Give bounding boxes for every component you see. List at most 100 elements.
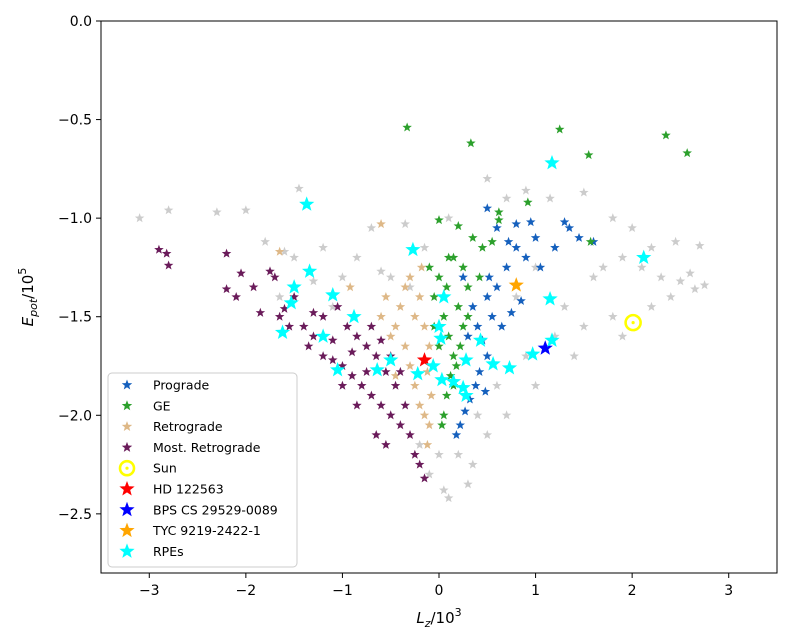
prograde-point bbox=[480, 386, 491, 396]
legend-item-sun: Sun bbox=[118, 459, 177, 477]
background-point bbox=[337, 272, 348, 282]
legend-item-tyc-9219-2422-1: TYC 9219-2422-1 bbox=[119, 522, 261, 538]
ge-point bbox=[468, 232, 478, 242]
retrograde-point bbox=[422, 366, 433, 376]
y-tick-label: −1.0 bbox=[58, 211, 92, 227]
most-retrograde-point bbox=[405, 430, 415, 440]
prograde-point bbox=[503, 236, 514, 246]
background-point bbox=[530, 380, 541, 390]
most-retrograde-point bbox=[328, 355, 338, 365]
rpes-point bbox=[405, 241, 421, 257]
background-point bbox=[550, 331, 560, 341]
background-point bbox=[439, 485, 449, 495]
legend-label: HD 122563 bbox=[153, 482, 224, 497]
background-point bbox=[260, 236, 270, 246]
background-point bbox=[608, 213, 618, 223]
background-point bbox=[617, 331, 628, 341]
retrograde-point bbox=[345, 282, 355, 292]
background-point bbox=[366, 223, 377, 233]
legend-label: BPS CS 29529-0089 bbox=[153, 502, 278, 517]
series-sun bbox=[624, 313, 642, 332]
background-point bbox=[443, 213, 454, 223]
rpes-point bbox=[445, 373, 462, 389]
prograde-point bbox=[492, 223, 502, 233]
ge-point bbox=[463, 282, 473, 292]
background-point bbox=[308, 276, 319, 286]
rpes-point bbox=[283, 294, 299, 310]
background-point bbox=[492, 380, 502, 390]
prograde-point bbox=[525, 217, 536, 227]
most-retrograde-point bbox=[274, 311, 285, 321]
background-point bbox=[289, 252, 299, 262]
most-retrograde-point bbox=[347, 347, 357, 357]
ge-point bbox=[439, 410, 449, 420]
prograde-point bbox=[574, 232, 584, 242]
legend-marker bbox=[121, 421, 133, 432]
legend-marker bbox=[119, 501, 135, 517]
series-most-retrograde bbox=[154, 244, 430, 483]
background-point bbox=[385, 272, 396, 282]
legend-item-rpes: RPEs bbox=[119, 543, 184, 559]
ge-point bbox=[523, 197, 533, 207]
prograde-point bbox=[468, 301, 478, 311]
series-tyc-9219-2422-1 bbox=[508, 277, 524, 292]
legend-label: Sun bbox=[153, 461, 177, 476]
most-retrograde-point bbox=[265, 266, 275, 276]
rpes-point bbox=[315, 328, 331, 343]
ge-point bbox=[487, 236, 497, 246]
ge-point bbox=[402, 122, 412, 132]
most-retrograde-point bbox=[163, 260, 174, 270]
ge-point bbox=[448, 351, 459, 361]
prograde-point bbox=[472, 321, 483, 331]
rpes-point bbox=[369, 361, 385, 377]
most-retrograde-point bbox=[318, 311, 328, 321]
rpes-point bbox=[501, 359, 518, 375]
legend-marker bbox=[119, 543, 135, 558]
prograde-point bbox=[511, 219, 522, 229]
rpes-point bbox=[472, 332, 489, 347]
retrograde-point bbox=[381, 292, 391, 302]
ge-point bbox=[424, 262, 435, 272]
ge-point bbox=[437, 420, 447, 430]
most-retrograde-point bbox=[361, 341, 372, 351]
rpes-point bbox=[425, 358, 441, 373]
prograde-point bbox=[506, 307, 517, 317]
rpes-point bbox=[383, 352, 399, 367]
highlighted-stars bbox=[274, 154, 652, 403]
prograde-point bbox=[492, 282, 502, 292]
most-retrograde-point bbox=[289, 292, 299, 302]
tyc-9219-2422-1-point bbox=[508, 277, 524, 292]
legend-marker bbox=[121, 441, 133, 452]
rpes-point bbox=[410, 365, 426, 381]
rpes-point bbox=[544, 332, 560, 347]
y-tick-label: −2.0 bbox=[58, 408, 92, 424]
x-tick-label: 2 bbox=[628, 583, 637, 599]
ge-point bbox=[494, 215, 504, 225]
rpes-point bbox=[346, 308, 362, 324]
ge-point bbox=[441, 282, 452, 292]
background-point bbox=[690, 284, 700, 294]
prograde-point bbox=[470, 380, 481, 390]
ge-point bbox=[451, 361, 462, 371]
ge-point bbox=[453, 221, 464, 231]
retrograde-point bbox=[400, 341, 410, 351]
most-retrograde-point bbox=[395, 420, 406, 430]
legend-label: RPEs bbox=[153, 544, 184, 559]
ge-point bbox=[448, 252, 459, 262]
background-point bbox=[501, 410, 512, 420]
x-tick-label: 3 bbox=[724, 583, 733, 599]
retrograde-point bbox=[376, 219, 386, 229]
retrograde-point bbox=[376, 311, 386, 321]
most-retrograde-point bbox=[161, 248, 172, 258]
legend-label: Most. Retrograde bbox=[153, 440, 261, 455]
most-retrograde-point bbox=[366, 390, 377, 400]
legend-item-ge: GE bbox=[121, 398, 171, 413]
prograde-point bbox=[484, 272, 494, 282]
background-point bbox=[400, 219, 410, 229]
most-retrograde-point bbox=[255, 307, 266, 317]
most-retrograde-point bbox=[371, 430, 381, 440]
most-retrograde-point bbox=[231, 292, 241, 302]
prograde-point bbox=[530, 232, 541, 242]
most-retrograde-point bbox=[376, 335, 386, 345]
x-tick-label: 1 bbox=[531, 583, 540, 599]
